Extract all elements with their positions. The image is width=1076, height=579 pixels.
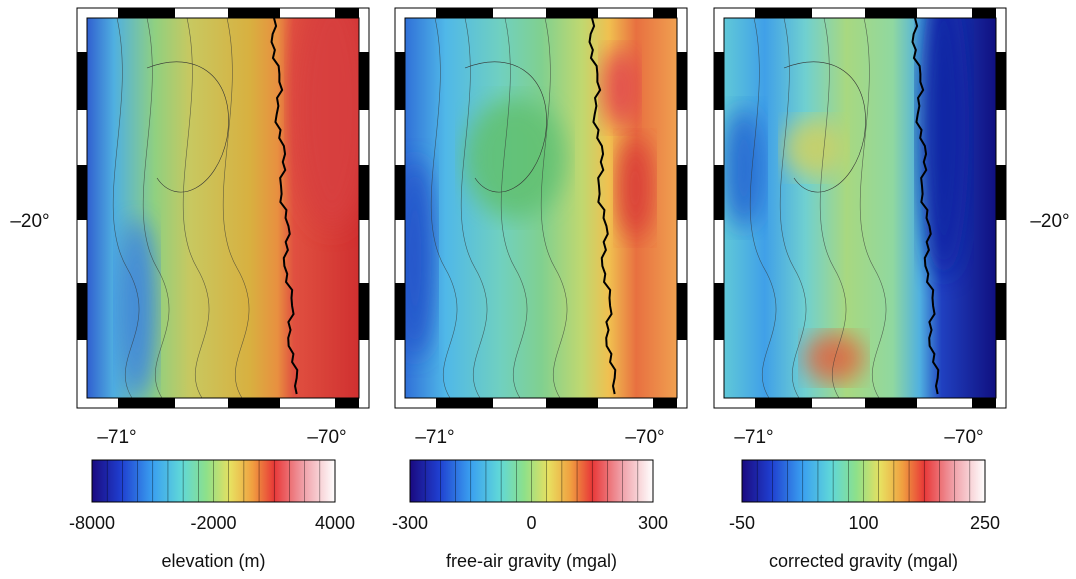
contour [464, 61, 547, 193]
frame-stripe [996, 52, 1006, 110]
frame-stripe [996, 283, 1006, 340]
anomalies [405, 18, 653, 398]
colorbar-label: elevation (m) [161, 551, 265, 571]
colorbar-tick-label: -2000 [190, 513, 236, 533]
frame-stripe [335, 398, 359, 408]
colorbar-tick-label: -300 [392, 513, 428, 533]
frame-stripe [972, 398, 996, 408]
anomaly [405, 158, 435, 358]
frame-stripe [118, 8, 175, 18]
frame-stripe [228, 398, 280, 408]
x-label: –71° [415, 427, 454, 448]
frame-stripe [972, 8, 996, 18]
frame-stripe [714, 165, 724, 220]
frame-stripe [677, 283, 687, 340]
contour [859, 18, 887, 398]
colorbar-tick-label: -50 [729, 513, 755, 533]
colorbar: -300 0 300 free-air gravity (mgal) [392, 459, 668, 571]
colorbar: -8000 -2000 4000 elevation (m) [69, 459, 355, 571]
frame-stripe [359, 165, 369, 220]
contour [182, 18, 210, 398]
y-label: –20° [1030, 211, 1069, 232]
anomalies [112, 18, 359, 398]
contour [749, 18, 777, 398]
contour [819, 18, 847, 398]
contour [430, 18, 458, 398]
frame-stripe [436, 398, 493, 408]
anomalies [724, 18, 969, 398]
coastline [270, 18, 299, 395]
map-panel: –71° –70° [394, 7, 688, 448]
frame-stripe [653, 398, 677, 408]
anomaly [919, 18, 969, 278]
map-panel: –71° –70° [713, 7, 1007, 448]
x-label: –71° [97, 427, 136, 448]
map-panel: –71° –70° [76, 7, 370, 448]
anomaly [465, 98, 565, 218]
colorbar: -50 100 250 corrected gravity (mgal) [729, 459, 1000, 571]
contour [142, 18, 170, 398]
x-label: –70° [944, 427, 983, 448]
frame-stripe [228, 8, 280, 18]
contour [779, 18, 807, 398]
frame-stripe [118, 398, 175, 408]
anomaly [724, 108, 764, 228]
frame-stripe [865, 398, 917, 408]
contour [112, 18, 140, 398]
x-label: –70° [625, 427, 664, 448]
map-border [86, 17, 360, 399]
map-border [404, 17, 678, 399]
frame-stripe [395, 165, 405, 220]
anomaly [784, 118, 844, 178]
frame-stripe [77, 165, 87, 220]
frame-stripe [359, 283, 369, 340]
colorbar-tick-label: 250 [970, 513, 1000, 533]
frame-stripe [546, 398, 598, 408]
colorbar-tick-label: -8000 [69, 513, 115, 533]
contour [500, 18, 528, 398]
frame-stripe [677, 165, 687, 220]
frame-stripe [996, 165, 1006, 220]
anomaly [804, 333, 864, 383]
frame-stripe [395, 52, 405, 110]
y-label: –20° [10, 211, 49, 232]
anomaly [117, 218, 157, 398]
frame-stripe [546, 8, 598, 18]
frame-stripe [677, 52, 687, 110]
frame-stripe [395, 283, 405, 340]
contour [460, 18, 488, 398]
frame-stripe [865, 8, 917, 18]
contour [783, 61, 866, 193]
frame-stripe [714, 52, 724, 110]
frame-stripe [653, 8, 677, 18]
frame-stripe [714, 283, 724, 340]
colorbar-tick-label: 300 [638, 513, 668, 533]
frame-stripe [359, 52, 369, 110]
x-label: –70° [307, 427, 346, 448]
coastline [911, 18, 940, 395]
coastline [588, 18, 617, 395]
frame-stripe [77, 283, 87, 340]
contour [540, 18, 568, 398]
colorbar-label: corrected gravity (mgal) [769, 551, 958, 571]
anomaly [292, 18, 359, 228]
anomaly [602, 48, 638, 128]
colorbar-tick-label: 100 [848, 513, 878, 533]
contour [222, 18, 250, 398]
map-border [723, 17, 997, 399]
frame-stripe [755, 8, 812, 18]
frame-stripe [335, 8, 359, 18]
frame-stripe [436, 8, 493, 18]
colorbar-label: free-air gravity (mgal) [446, 551, 617, 571]
frame-stripe [755, 398, 812, 408]
colorbar-tick-label: 0 [526, 513, 536, 533]
anomaly [617, 138, 653, 238]
colorbar-tick-label: 4000 [315, 513, 355, 533]
x-label: –71° [734, 427, 773, 448]
contour [146, 61, 229, 193]
frame-stripe [77, 52, 87, 110]
